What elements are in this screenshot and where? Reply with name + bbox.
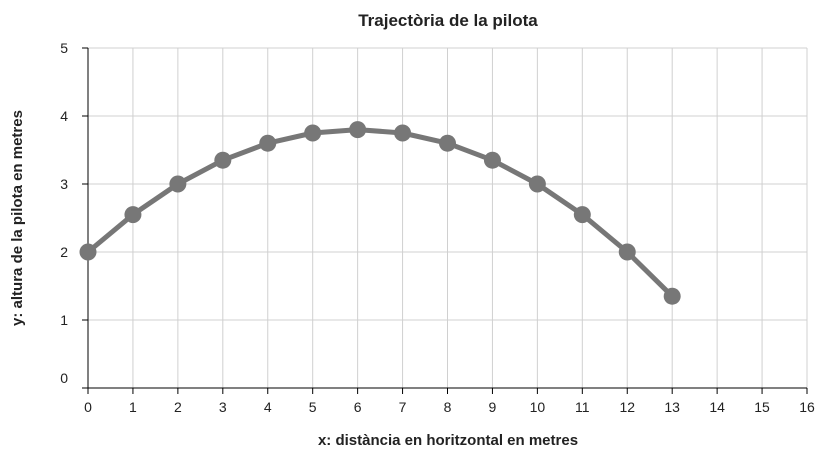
x-tick-label: 10: [530, 399, 546, 415]
data-point: [528, 175, 546, 193]
x-tick-label: 2: [174, 399, 182, 415]
data-point: [214, 151, 232, 169]
y-tick-label: 0: [60, 370, 68, 386]
data-point: [618, 243, 636, 261]
data-point: [169, 175, 187, 193]
x-tick-label: 11: [575, 399, 590, 415]
x-axis-label: x: distància en horitzontal en metres: [318, 432, 578, 449]
y-tick-label: 1: [60, 312, 68, 328]
data-point: [349, 121, 367, 139]
x-tick-label: 5: [309, 399, 317, 415]
x-tick-label: 9: [489, 399, 497, 415]
chart-title: Trajectòria de la pilota: [358, 11, 538, 30]
data-point: [79, 243, 97, 261]
data-point: [394, 124, 412, 142]
x-tick-label: 13: [664, 399, 680, 415]
data-point: [259, 134, 277, 152]
data-point: [304, 124, 322, 142]
x-tick-label: 14: [709, 399, 725, 415]
y-axis-label: y: altura de la pilota en metres: [9, 110, 26, 326]
x-tick-label: 7: [399, 399, 407, 415]
y-tick-label: 4: [60, 108, 68, 124]
data-point: [573, 206, 591, 224]
data-point: [439, 134, 456, 152]
x-tick-label: 15: [754, 399, 770, 415]
data-point: [663, 287, 681, 305]
x-tick-label: 12: [619, 399, 635, 415]
x-tick-label: 6: [354, 399, 362, 415]
x-tick-label: 0: [84, 399, 92, 415]
y-tick-label: 2: [60, 244, 68, 260]
y-tick-label: 5: [60, 40, 68, 56]
y-tick-label: 3: [60, 176, 68, 192]
data-point: [124, 206, 142, 224]
data-point: [483, 151, 501, 169]
x-tick-label: 4: [264, 399, 272, 415]
x-tick-label: 3: [219, 399, 227, 415]
x-tick-label: 8: [444, 399, 452, 415]
x-tick-label: 1: [129, 399, 137, 415]
x-tick-label: 16: [799, 399, 815, 415]
